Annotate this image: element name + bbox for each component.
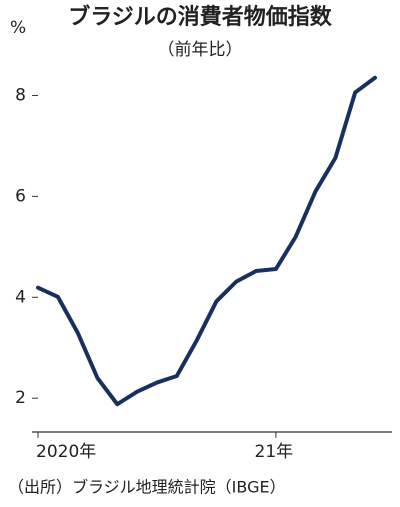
x-tick-label: 21年 [255,442,294,462]
y-tick-label: 4 [15,287,26,307]
y-unit: % [10,18,26,38]
y-tick-label: 6 [15,186,26,206]
chart-subtitle: （前年比） [158,40,243,60]
y-tick-label: 8 [15,85,26,105]
y-tick-label: 2 [15,388,26,408]
chart-title: ブラジルの消費者物価指数 [68,4,333,30]
line [36,75,377,407]
x-tick-label: 2020年 [36,442,96,462]
source: （出所）ブラジル地理統計院（IBGE） [8,478,286,497]
